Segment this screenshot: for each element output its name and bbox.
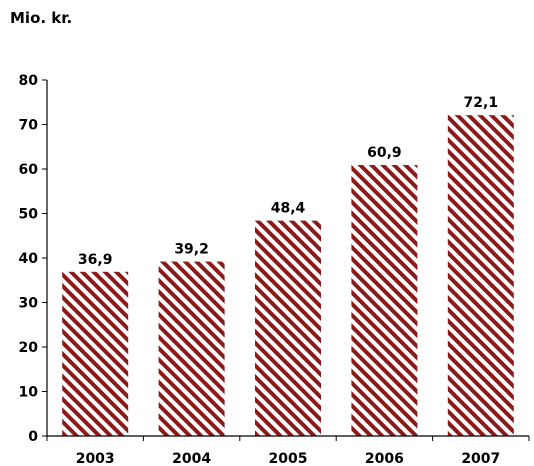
y-tick-label-60: 60 bbox=[19, 162, 39, 178]
unit-label: Mio. kr. bbox=[10, 9, 73, 27]
bar-2006 bbox=[351, 164, 418, 436]
y-tick-label-0: 0 bbox=[28, 429, 38, 445]
data-label-2007: 72,1 bbox=[464, 95, 499, 111]
x-tick-label-2004: 2004 bbox=[172, 451, 211, 466]
bar-2005 bbox=[255, 220, 321, 436]
bar-2003 bbox=[62, 271, 129, 436]
y-tick-label-50: 50 bbox=[19, 207, 39, 223]
bar-2007 bbox=[447, 115, 514, 436]
x-tick-label-2007: 2007 bbox=[461, 451, 500, 466]
y-tick-label-80: 80 bbox=[19, 73, 39, 89]
x-tick-label-2006: 2006 bbox=[365, 451, 404, 466]
y-tick-label-10: 10 bbox=[19, 385, 39, 401]
bar-2004 bbox=[158, 261, 225, 436]
y-tick-label-20: 20 bbox=[19, 340, 39, 356]
x-tick-label-2003: 2003 bbox=[76, 451, 115, 466]
y-tick-label-70: 70 bbox=[19, 118, 39, 134]
data-label-2006: 60,9 bbox=[367, 145, 402, 161]
data-label-2004: 39,2 bbox=[174, 242, 209, 258]
data-label-2003: 36,9 bbox=[78, 252, 113, 268]
y-tick-label-40: 40 bbox=[19, 251, 39, 267]
y-tick-label-30: 30 bbox=[19, 296, 39, 312]
data-label-2005: 48,4 bbox=[271, 201, 306, 217]
x-tick-label-2005: 2005 bbox=[269, 451, 308, 466]
